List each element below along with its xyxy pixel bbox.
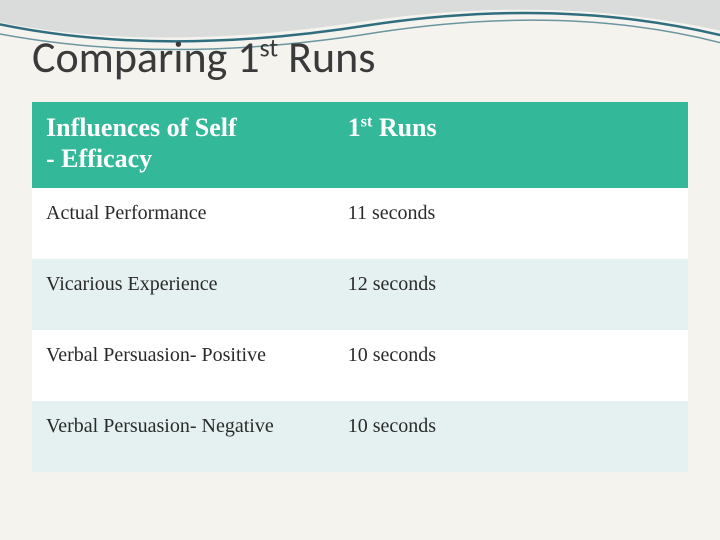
header-runs-sup: st	[361, 113, 373, 130]
comparison-table: Influences of Self - Efficacy 1st Runs A…	[32, 102, 688, 472]
header-runs-prefix: 1	[348, 113, 361, 142]
table-header-row: Influences of Self - Efficacy 1st Runs	[32, 102, 688, 188]
header-influences: Influences of Self - Efficacy	[32, 102, 334, 188]
header-influences-line2: - Efficacy	[46, 144, 152, 173]
slide-title: Comparing 1st Runs	[32, 30, 688, 84]
table-row: Vicarious Experience 12 seconds	[32, 259, 688, 330]
title-prefix: Comparing 1	[32, 30, 260, 84]
cell-influence: Verbal Persuasion- Positive	[32, 330, 334, 401]
table-row: Verbal Persuasion- Negative 10 seconds	[32, 401, 688, 472]
cell-time: 11 seconds	[334, 188, 688, 259]
table-row: Actual Performance 11 seconds	[32, 188, 688, 259]
cell-time: 10 seconds	[334, 330, 688, 401]
header-runs-suffix: Runs	[372, 113, 436, 142]
header-influences-line1: Influences of Self	[46, 113, 237, 142]
cell-influence: Verbal Persuasion- Negative	[32, 401, 334, 472]
title-sup: st	[260, 31, 279, 63]
table-row: Verbal Persuasion- Positive 10 seconds	[32, 330, 688, 401]
cell-influence: Actual Performance	[32, 188, 334, 259]
cell-time: 10 seconds	[334, 401, 688, 472]
cell-influence: Vicarious Experience	[32, 259, 334, 330]
cell-time: 12 seconds	[334, 259, 688, 330]
title-suffix: Runs	[278, 30, 375, 84]
header-runs: 1st Runs	[334, 102, 688, 188]
